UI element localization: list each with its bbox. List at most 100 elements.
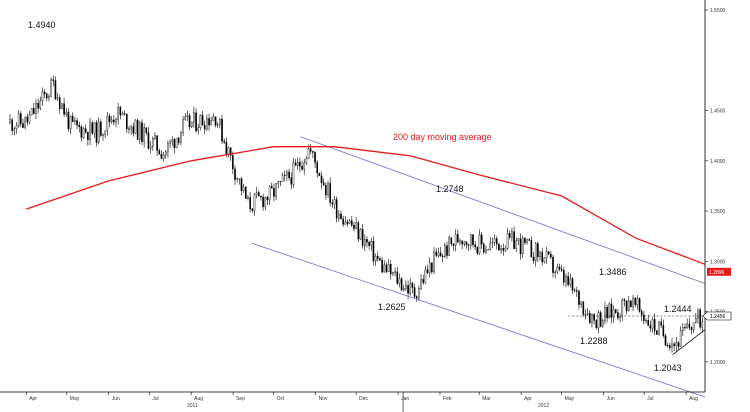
- candle-body: [186, 115, 189, 117]
- candle-body: [441, 255, 444, 257]
- candle-body: [251, 208, 254, 211]
- candle-body: [82, 128, 85, 138]
- y-tick-label: 1.2000: [710, 360, 726, 366]
- x-tick-label: Jun: [607, 396, 615, 402]
- candle-body: [225, 142, 228, 155]
- candle-body: [43, 91, 46, 95]
- candle-body: [528, 239, 531, 241]
- candle-body: [208, 118, 210, 126]
- candle-body: [327, 183, 329, 196]
- candle-body: [65, 111, 68, 115]
- candle-body: [682, 327, 684, 331]
- candle-body: [28, 114, 31, 123]
- candle-body: [121, 113, 124, 116]
- candle-body: [84, 128, 87, 133]
- channel-line: [300, 136, 706, 284]
- candle-body: [255, 192, 258, 195]
- candle-body: [281, 175, 284, 182]
- candle-body: [26, 116, 29, 123]
- candle-body: [675, 342, 678, 346]
- candle-body: [167, 143, 169, 153]
- candle-body: [556, 266, 559, 273]
- candle-body: [275, 183, 277, 197]
- candle-body: [461, 240, 463, 245]
- candle-body: [303, 162, 306, 170]
- x-tick-label: Oct: [277, 396, 285, 402]
- candle-body: [149, 146, 152, 149]
- candle-body: [266, 196, 269, 201]
- candle-body: [599, 312, 602, 327]
- candle-body: [569, 278, 572, 285]
- channel-line: [251, 242, 706, 398]
- candle-body: [428, 262, 431, 273]
- candle-body: [658, 321, 660, 335]
- candle-body: [692, 322, 695, 330]
- candle-body: [450, 237, 453, 244]
- x-tick-label: Aug: [194, 396, 203, 402]
- candle-body: [240, 178, 243, 192]
- candle-body: [595, 320, 598, 329]
- candle-body: [582, 301, 585, 315]
- candle-body: [470, 234, 472, 246]
- candle-body: [636, 298, 639, 305]
- candle-body: [435, 251, 437, 256]
- candle-body: [409, 283, 412, 294]
- candle-body: [467, 244, 470, 246]
- x-tick-label: Apr: [524, 396, 532, 402]
- annotation-label: 1.4940: [28, 20, 56, 30]
- candle-body: [656, 330, 658, 335]
- candle-body: [446, 245, 448, 256]
- candle-body: [52, 79, 55, 81]
- candle-body: [588, 313, 591, 324]
- candle-body: [288, 171, 290, 179]
- x-tick-label: Jan: [401, 396, 409, 402]
- candle-body: [387, 264, 390, 273]
- candle-body: [197, 127, 200, 132]
- candle-body: [534, 243, 537, 262]
- candle-body: [74, 120, 76, 122]
- candle-body: [697, 309, 699, 319]
- candle-body: [210, 120, 212, 126]
- candle-body: [48, 95, 50, 99]
- candle-body: [547, 251, 550, 255]
- candle-body: [353, 225, 355, 229]
- candle-body: [177, 137, 180, 143]
- candle-body: [513, 231, 515, 249]
- candle-body: [221, 118, 223, 142]
- candle-body: [219, 118, 221, 125]
- candle-body: [182, 119, 184, 133]
- candle-body: [690, 327, 693, 330]
- candle-body: [247, 197, 249, 199]
- candle-body: [160, 153, 163, 159]
- candle-body: [50, 79, 52, 97]
- candle-body: [290, 177, 293, 185]
- candle-body: [35, 103, 37, 114]
- candle-body: [452, 243, 455, 246]
- candle-body: [476, 246, 479, 254]
- candle-body: [108, 115, 111, 123]
- callout-value: 1.2896: [709, 270, 725, 276]
- candle-body: [201, 115, 204, 126]
- candle-body: [664, 335, 667, 346]
- candle-body: [424, 269, 427, 283]
- candle-body: [117, 106, 119, 120]
- candle-body: [333, 199, 336, 205]
- candle-body: [132, 126, 135, 134]
- moving-average-line: [25, 146, 706, 265]
- candle-body: [277, 181, 280, 184]
- candle-body: [123, 113, 126, 115]
- candle-body: [128, 128, 130, 130]
- candle-body: [426, 269, 429, 273]
- candle-body: [565, 275, 567, 283]
- candle-body: [76, 120, 78, 126]
- candle-body: [465, 241, 468, 246]
- candle-body: [580, 301, 582, 305]
- candle-body: [173, 139, 176, 148]
- candle-body: [234, 168, 236, 180]
- candle-body: [106, 115, 109, 132]
- candle-body: [232, 155, 234, 170]
- year-label: 2011: [187, 403, 198, 409]
- candle-body: [126, 113, 128, 130]
